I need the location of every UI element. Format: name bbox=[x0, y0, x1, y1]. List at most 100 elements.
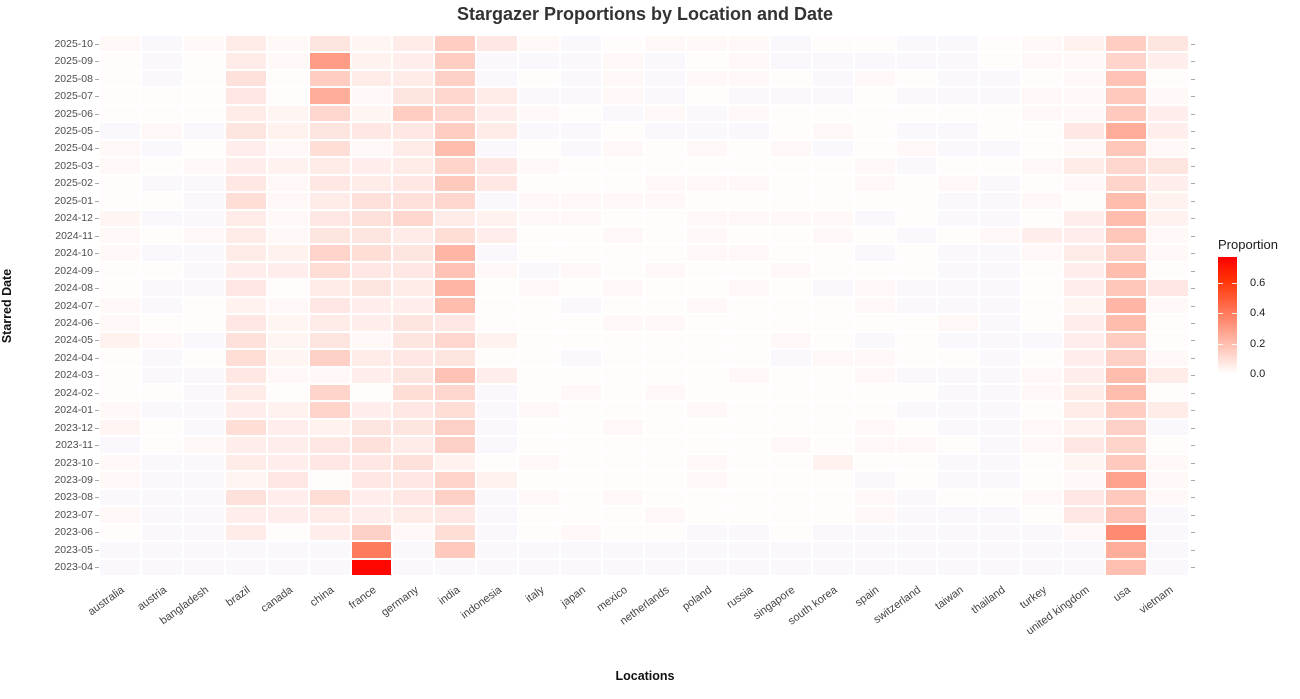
heatmap-cell bbox=[728, 53, 769, 69]
heatmap-cell bbox=[1148, 437, 1188, 453]
heatmap-cell bbox=[183, 280, 224, 296]
heatmap-cell bbox=[938, 158, 979, 174]
axis-tick bbox=[95, 253, 99, 255]
heatmap-cell bbox=[812, 227, 853, 244]
heatmap-cell bbox=[686, 70, 727, 87]
y-tick-label: 2023-06 bbox=[54, 526, 93, 539]
heatmap-cell bbox=[603, 36, 643, 52]
heatmap-cell bbox=[603, 472, 643, 488]
heatmap-cell bbox=[938, 262, 979, 279]
heatmap-cell bbox=[980, 245, 1021, 261]
heatmap-cell bbox=[728, 227, 769, 244]
heatmap-cell bbox=[1148, 524, 1188, 541]
heatmap-cell bbox=[1148, 70, 1188, 87]
heatmap-cell bbox=[1106, 175, 1147, 192]
heatmap-cell bbox=[812, 36, 853, 52]
heatmap-cell bbox=[393, 210, 434, 226]
heatmap-cell bbox=[393, 385, 434, 401]
heatmap-cell bbox=[938, 437, 979, 453]
heatmap-cell bbox=[351, 53, 392, 69]
heatmap-cell bbox=[309, 332, 350, 349]
heatmap-cell bbox=[686, 524, 727, 541]
heatmap-cell bbox=[1106, 559, 1147, 575]
heatmap-cell bbox=[351, 542, 392, 558]
heatmap-cell bbox=[812, 88, 853, 104]
heatmap-cell bbox=[896, 193, 937, 209]
heatmap-cell bbox=[267, 158, 308, 174]
heatmap-cell bbox=[267, 332, 308, 349]
heatmap-cell bbox=[225, 350, 266, 366]
heatmap-cell bbox=[309, 280, 350, 296]
heatmap-cell bbox=[1106, 36, 1147, 52]
heatmap-cell bbox=[561, 210, 602, 226]
heatmap-cell bbox=[1106, 472, 1147, 488]
heatmap-cell bbox=[686, 489, 727, 506]
heatmap-cell bbox=[225, 559, 266, 575]
x-tick-label: taiwan bbox=[932, 584, 966, 613]
heatmap-cell bbox=[854, 385, 895, 401]
heatmap-cell bbox=[561, 140, 602, 157]
heatmap-cell bbox=[603, 123, 643, 139]
x-tick-label: vietnam bbox=[1136, 584, 1176, 617]
axis-tick bbox=[95, 200, 99, 202]
heatmap-cell bbox=[603, 332, 643, 349]
heatmap-cell bbox=[1022, 36, 1063, 52]
heatmap-cell bbox=[141, 105, 182, 122]
heatmap-cell bbox=[141, 332, 182, 349]
x-tick-label: india bbox=[436, 584, 463, 608]
heatmap-cell bbox=[561, 507, 602, 523]
heatmap-cell bbox=[435, 88, 476, 104]
axis-tick bbox=[1191, 514, 1195, 516]
heatmap-cell bbox=[812, 524, 853, 541]
heatmap-cell bbox=[519, 70, 560, 87]
heatmap-cell bbox=[854, 454, 895, 471]
heatmap-cell bbox=[1148, 88, 1188, 104]
heatmap-cell bbox=[1064, 36, 1105, 52]
heatmap-cell bbox=[477, 315, 518, 331]
y-tick-label: 2024-11 bbox=[55, 229, 93, 242]
heatmap-cell bbox=[309, 105, 350, 122]
heatmap-cell bbox=[351, 524, 392, 541]
axis-tick bbox=[1191, 305, 1195, 307]
heatmap-cell bbox=[225, 385, 266, 401]
heatmap-cell bbox=[770, 227, 811, 244]
heatmap-cell bbox=[938, 123, 979, 139]
heatmap-cell bbox=[393, 53, 434, 69]
heatmap-cell bbox=[477, 210, 518, 226]
heatmap-cell bbox=[225, 88, 266, 104]
heatmap-cell bbox=[1064, 437, 1105, 453]
heatmap-cell bbox=[1064, 542, 1105, 558]
heatmap-cell bbox=[435, 158, 476, 174]
heatmap-cell bbox=[603, 489, 643, 506]
heatmap-cell bbox=[854, 507, 895, 523]
heatmap-cell bbox=[980, 280, 1021, 296]
heatmap-cell bbox=[183, 315, 224, 331]
heatmap-cell bbox=[728, 140, 769, 157]
heatmap-cell bbox=[183, 454, 224, 471]
axis-tick bbox=[95, 410, 99, 412]
heatmap-cell bbox=[141, 315, 182, 331]
heatmap-cell bbox=[561, 350, 602, 366]
heatmap-cell bbox=[100, 123, 140, 139]
heatmap-cell bbox=[812, 210, 853, 226]
heatmap-cell bbox=[225, 542, 266, 558]
x-tick-label: brazil bbox=[224, 584, 253, 610]
heatmap-cell bbox=[267, 193, 308, 209]
heatmap-cell bbox=[1064, 402, 1105, 418]
heatmap-cell bbox=[896, 507, 937, 523]
axis-tick bbox=[1191, 130, 1195, 132]
heatmap-cell bbox=[728, 419, 769, 436]
heatmap-cell bbox=[896, 70, 937, 87]
heatmap-cell bbox=[854, 210, 895, 226]
heatmap-cell bbox=[686, 36, 727, 52]
heatmap-cell bbox=[519, 36, 560, 52]
heatmap-cell bbox=[477, 437, 518, 453]
heatmap-cell bbox=[728, 36, 769, 52]
heatmap-cell bbox=[980, 53, 1021, 69]
heatmap-cell bbox=[603, 105, 643, 122]
heatmap-cell bbox=[686, 297, 727, 314]
heatmap-cell bbox=[728, 280, 769, 296]
heatmap-cell bbox=[393, 472, 434, 488]
heatmap-cell bbox=[519, 542, 560, 558]
axis-tick bbox=[1191, 357, 1195, 359]
